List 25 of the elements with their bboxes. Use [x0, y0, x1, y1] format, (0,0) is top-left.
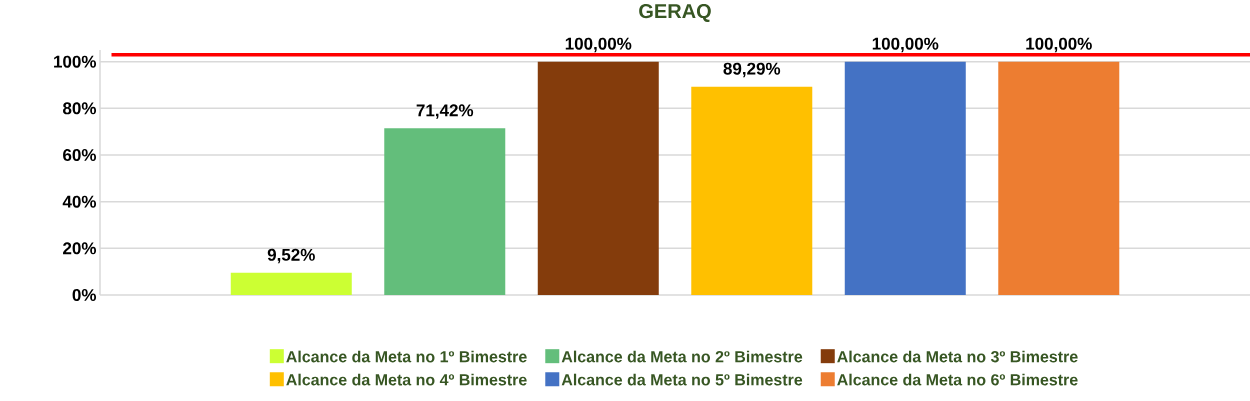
legend-label: Alcance da Meta no 3º Bimestre	[837, 350, 1078, 363]
data-label: 100,00%	[872, 37, 939, 53]
chart-title: GERAQ	[639, 4, 711, 22]
legend-label: Alcance da Meta no 5º Bimestre	[561, 373, 803, 386]
data-label: 89,29%	[723, 62, 781, 78]
legend-label: Alcance da Meta no 6º Bimestre	[837, 373, 1078, 386]
bar	[230, 272, 352, 295]
legend-label: Alcance da Meta no 1º Bimestre	[286, 350, 527, 363]
y-tick-label: 20%	[63, 242, 97, 255]
data-label: 71,42%	[416, 104, 474, 119]
bar	[844, 61, 966, 295]
data-label: 100,00%	[565, 37, 632, 53]
y-tick-label: 60%	[63, 148, 97, 162]
bar	[998, 61, 1120, 295]
bar	[384, 128, 506, 295]
legend-label: Alcance da Meta no 4º Bimestre	[286, 373, 527, 386]
bar	[691, 86, 813, 295]
y-tick-label: 40%	[62, 195, 97, 208]
y-tick-label: 80%	[63, 102, 97, 115]
data-label: 9,52%	[267, 248, 315, 264]
y-tick-label: 100%	[54, 55, 97, 68]
data-label: 100,00%	[1026, 37, 1092, 53]
y-tick-label: 0%	[72, 288, 97, 302]
bar	[537, 61, 659, 295]
legend-label: Alcance da Meta no 2º Bimestre	[561, 350, 803, 363]
